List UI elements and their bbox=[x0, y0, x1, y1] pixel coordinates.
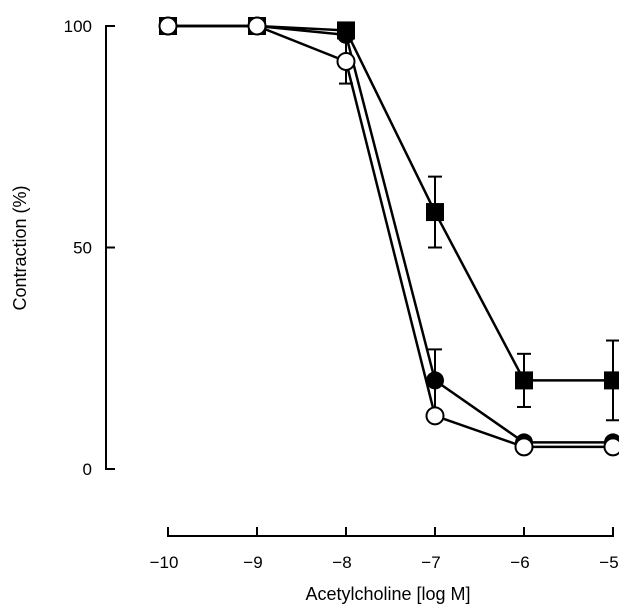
series-markers bbox=[158, 16, 619, 457]
square-marker bbox=[604, 371, 619, 390]
x-axis-label-close: ] bbox=[466, 584, 471, 604]
y-tick-label: 0 bbox=[83, 460, 92, 479]
y-tick-label: 50 bbox=[73, 239, 92, 258]
x-tick-label: −8 bbox=[332, 553, 351, 572]
y-tick-label: 100 bbox=[64, 17, 92, 36]
y-axis-label: Contraction (%) bbox=[10, 185, 30, 310]
x-tick-label: −9 bbox=[243, 553, 262, 572]
open-circle-marker bbox=[425, 406, 445, 426]
x-tick-label: −5 bbox=[599, 553, 618, 572]
x-axis-label-text: Acetylcholine [log bbox=[305, 584, 450, 604]
x-tick-label: −6 bbox=[510, 553, 529, 572]
filled-circle-marker bbox=[337, 25, 355, 44]
y-axis: 0 50 100 bbox=[64, 17, 115, 479]
square-marker bbox=[515, 371, 533, 390]
open-circle-marker bbox=[603, 437, 619, 457]
plot-area bbox=[158, 16, 619, 457]
x-tick-label: −10 bbox=[150, 553, 179, 572]
square-marker bbox=[426, 203, 444, 222]
filled-circle-marker bbox=[426, 371, 444, 390]
series-lines bbox=[168, 24, 613, 449]
x-axis-label: Acetylcholine [log M] bbox=[305, 584, 470, 604]
open-circle-marker bbox=[247, 16, 267, 36]
open-circle-marker bbox=[514, 437, 534, 457]
open-circle-marker bbox=[158, 16, 178, 36]
x-axis-label-unit: M bbox=[451, 584, 466, 604]
error-bars bbox=[339, 38, 619, 422]
x-tick-label: −7 bbox=[421, 553, 440, 572]
open-circle-marker bbox=[336, 51, 356, 71]
series-line bbox=[168, 24, 613, 449]
x-axis: −10 −9 −8 −7 −6 −5 bbox=[150, 527, 619, 572]
